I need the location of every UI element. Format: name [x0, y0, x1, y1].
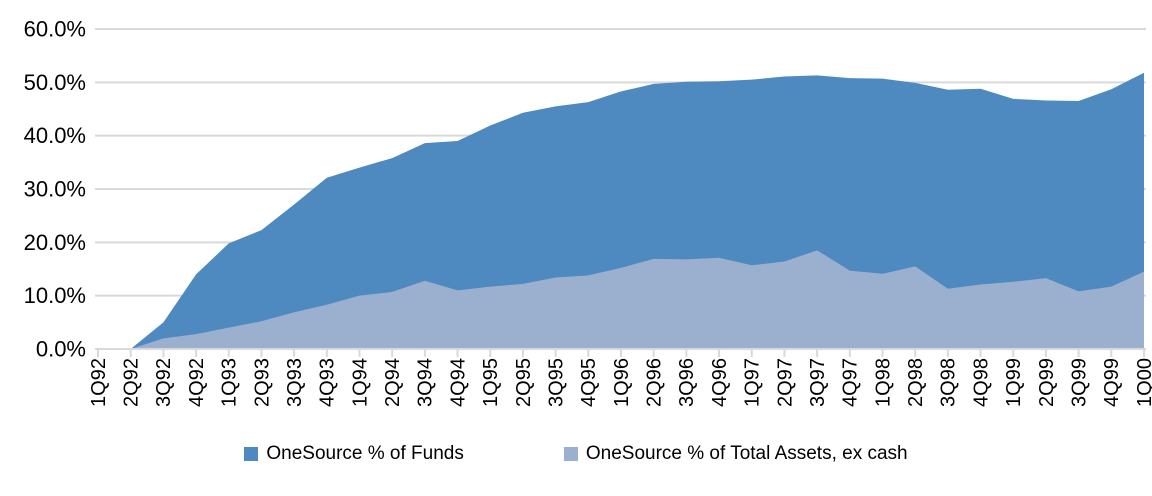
- legend-item-assets: OneSource % of Total Assets, ex cash: [563, 443, 908, 465]
- x-axis-tick-label: 2Q98: [905, 358, 927, 407]
- x-axis-tick-label: 1Q93: [219, 358, 241, 407]
- y-axis-tick-label: 0.0%: [36, 337, 86, 362]
- x-axis-tick-label: 2Q93: [251, 358, 273, 407]
- assets-swatch-icon: [563, 447, 578, 461]
- x-axis-tick-label: 2Q97: [774, 358, 796, 407]
- legend-label-funds: OneSource % of Funds: [266, 443, 464, 464]
- y-axis-tick-label: 30.0%: [24, 177, 86, 202]
- x-axis-tick-label: 3Q93: [284, 358, 306, 407]
- x-axis-tick-label: 3Q97: [807, 358, 829, 407]
- x-axis-tick-label: 4Q96: [709, 358, 731, 407]
- x-axis-tick-label: 1Q99: [1003, 358, 1025, 407]
- x-axis-tick-label: 3Q98: [938, 358, 960, 407]
- x-axis-tick-label: 4Q93: [317, 358, 339, 407]
- y-axis-tick-label: 10.0%: [24, 283, 86, 308]
- x-axis-tick-label: 2Q96: [643, 358, 665, 407]
- x-axis-tick-label: 1Q00: [1134, 358, 1152, 407]
- x-axis-tick-label: 3Q99: [1068, 358, 1090, 407]
- x-axis-tick-label: 4Q94: [447, 358, 469, 407]
- x-axis-tick-label: 4Q97: [840, 358, 862, 407]
- x-axis-tick-label: 4Q99: [1101, 358, 1123, 407]
- x-axis-tick-label: 1Q95: [480, 358, 502, 407]
- x-axis-tick-label: 2Q99: [1036, 358, 1058, 407]
- x-axis-tick-label: 3Q96: [676, 358, 698, 407]
- y-axis-tick-label: 40.0%: [24, 123, 86, 148]
- assets-ex-cash-area: [98, 250, 1144, 349]
- x-axis-tick-label: 1Q98: [872, 358, 894, 407]
- x-axis-tick-label: 2Q94: [382, 358, 404, 407]
- funds-swatch-icon: [244, 447, 259, 461]
- legend-item-funds: OneSource % of Funds: [244, 443, 464, 465]
- x-axis-tick-label: 2Q92: [120, 358, 142, 407]
- x-axis-tick-label: 4Q98: [970, 358, 992, 407]
- legend-label-assets: OneSource % of Total Assets, ex cash: [585, 443, 908, 464]
- x-axis-tick-label: 3Q95: [545, 358, 567, 407]
- y-axis-tick-label: 50.0%: [24, 70, 86, 95]
- x-axis-tick-label: 1Q97: [742, 358, 764, 407]
- y-axis-tick-label: 20.0%: [24, 230, 86, 255]
- chart-legend: OneSource % of Funds OneSource % of Tota…: [0, 443, 1152, 465]
- x-axis-tick-label: 1Q96: [611, 358, 633, 407]
- x-axis-tick-label: 4Q92: [186, 358, 208, 407]
- x-axis-tick-label: 3Q92: [153, 358, 175, 407]
- x-axis-tick-label: 3Q94: [415, 358, 437, 407]
- y-axis-tick-label: 60.0%: [24, 17, 86, 42]
- x-axis-tick-label: 1Q92: [88, 358, 110, 407]
- x-axis-tick-label: 1Q94: [349, 358, 371, 407]
- x-axis-tick-label: 2Q95: [513, 358, 535, 407]
- area-chart-plot: 0.0% 10.0% 20.0% 30.0% 40.0% 50.0% 60.0% 1Q92 2Q…: [24, 17, 1152, 407]
- x-axis-tick-label: 4Q95: [578, 358, 600, 407]
